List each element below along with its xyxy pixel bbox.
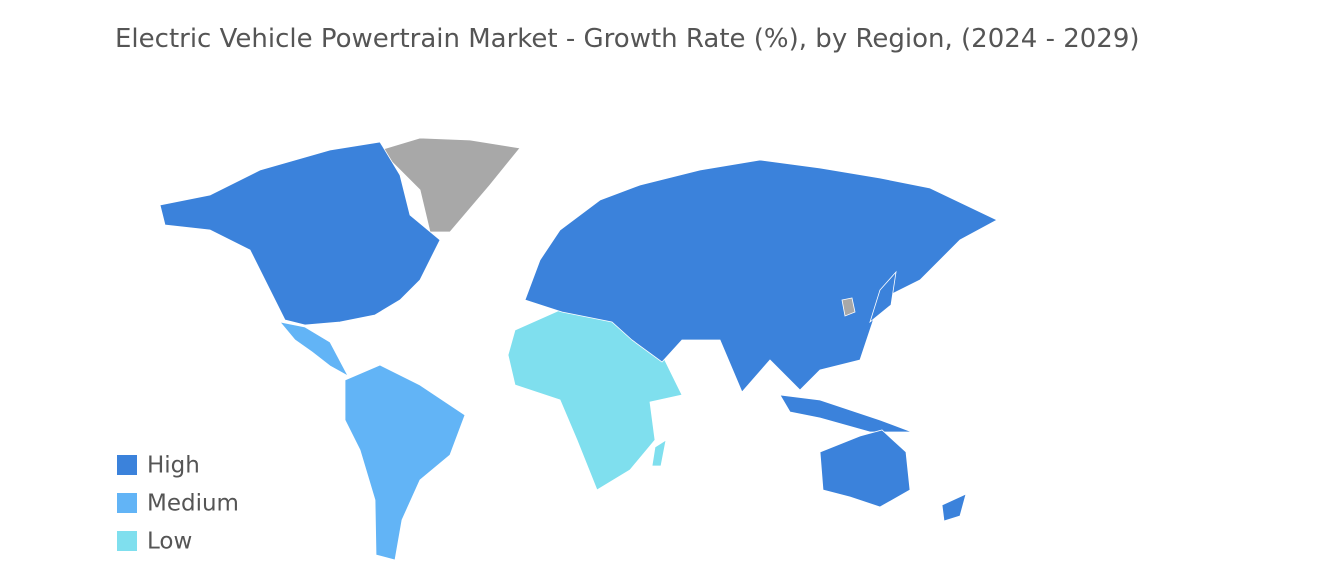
north-america	[159, 141, 441, 326]
new-zealand	[941, 493, 967, 522]
legend-swatch	[117, 531, 137, 551]
legend-label: High	[147, 453, 200, 479]
legend-label: Medium	[147, 491, 239, 517]
chart-title: Electric Vehicle Powertrain Market - Gro…	[115, 24, 1140, 54]
legend-swatch	[117, 455, 137, 475]
legend: High Medium Low	[117, 453, 239, 555]
australia	[819, 429, 911, 508]
korea	[841, 297, 856, 317]
madagascar	[651, 439, 667, 467]
legend-label: Low	[147, 529, 192, 555]
greenland	[379, 137, 521, 233]
legend-swatch	[117, 493, 137, 513]
southeast-asia-islands	[779, 394, 913, 433]
south-america	[344, 364, 466, 561]
world-map	[159, 137, 998, 561]
japan	[869, 270, 897, 324]
central-america	[278, 321, 349, 378]
